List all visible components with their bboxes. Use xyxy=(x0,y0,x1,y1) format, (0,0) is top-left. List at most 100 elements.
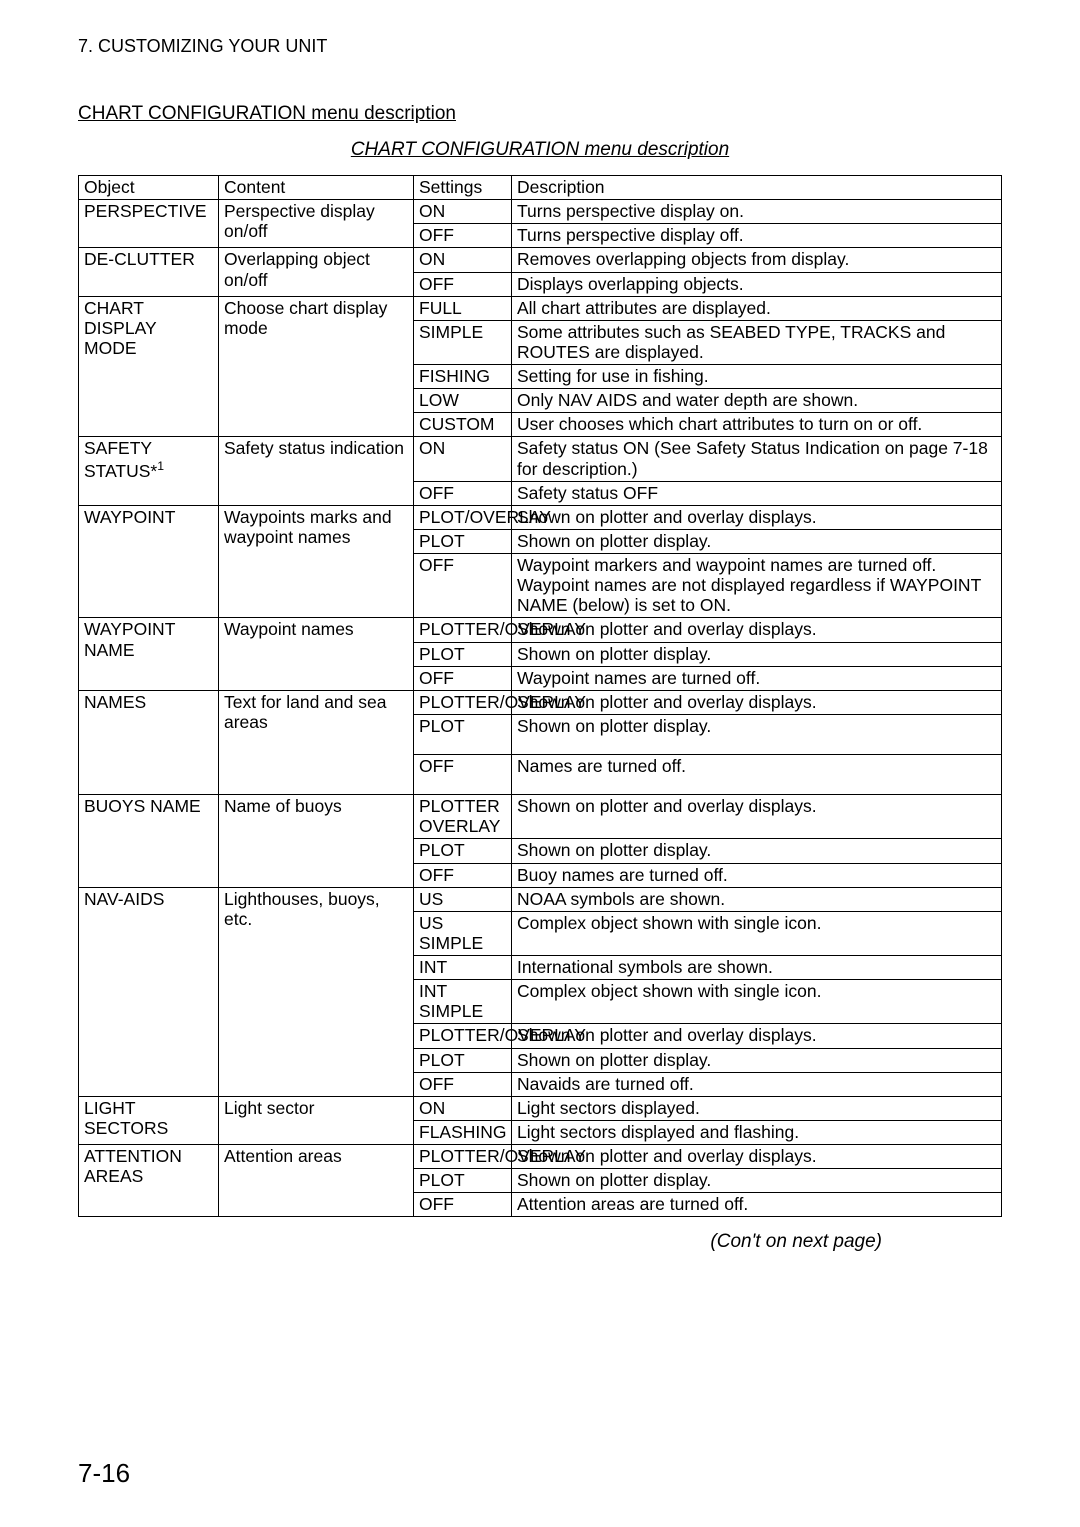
cell-description: Safety status ON (See Safety Status Indi… xyxy=(512,437,1002,481)
cell-setting: PLOT xyxy=(414,642,512,666)
chapter-title: 7. CUSTOMIZING YOUR UNIT xyxy=(78,36,1002,57)
cell-content: Waypoints marks and waypoint names xyxy=(219,505,414,618)
cell-setting: PLOT xyxy=(414,1169,512,1193)
cell-content: Waypoint names xyxy=(219,618,414,690)
cell-description: Names are turned off. xyxy=(512,755,1002,795)
cell-object: NAV-AIDS xyxy=(79,887,219,1096)
cell-setting: PLOT/OVERLAY xyxy=(414,505,512,529)
cell-content: Overlapping object on/off xyxy=(219,248,414,296)
cell-setting: CUSTOM xyxy=(414,413,512,437)
cell-description: Shown on plotter and overlay displays. xyxy=(512,1024,1002,1048)
cell-description: Light sectors displayed and flashing. xyxy=(512,1120,1002,1144)
cell-description: Buoy names are turned off. xyxy=(512,863,1002,887)
cell-description: Shown on plotter and overlay displays. xyxy=(512,618,1002,642)
cell-object: WAYPOINT NAME xyxy=(79,618,219,690)
table-row: CHART DISPLAY MODEChoose chart display m… xyxy=(79,296,1002,320)
header-content: Content xyxy=(219,176,414,200)
cell-description: Setting for use in fishing. xyxy=(512,365,1002,389)
cell-description: Waypoint names are turned off. xyxy=(512,666,1002,690)
cell-description: Only NAV AIDS and water depth are shown. xyxy=(512,389,1002,413)
cell-description: Shown on plotter and overlay displays. xyxy=(512,1145,1002,1169)
table-caption: CHART CONFIGURATION menu description xyxy=(78,139,1002,161)
config-table: ObjectContentSettingsDescriptionPERSPECT… xyxy=(78,175,1002,1217)
cell-content: Light sector xyxy=(219,1096,414,1144)
cell-description: Safety status OFF xyxy=(512,481,1002,505)
header-object: Object xyxy=(79,176,219,200)
cell-object: WAYPOINT xyxy=(79,505,219,618)
cell-setting: PLOT xyxy=(414,714,512,754)
table-row: DE-CLUTTEROverlapping object on/offONRem… xyxy=(79,248,1002,272)
page-number: 7-16 xyxy=(78,1458,130,1489)
cell-description: Waypoint markers and waypoint names are … xyxy=(512,554,1002,618)
cell-description: Attention areas are turned off. xyxy=(512,1193,1002,1217)
cell-setting: US SIMPLE xyxy=(414,911,512,955)
cell-setting: PLOTTER/OVERLAY xyxy=(414,690,512,714)
cell-content: Text for land and sea areas xyxy=(219,690,414,794)
cell-setting: PLOT xyxy=(414,1048,512,1072)
cell-setting: ON xyxy=(414,437,512,481)
table-row: BUOYS NAMEName of buoysPLOTTER OVERLAYSh… xyxy=(79,795,1002,839)
cell-description: Navaids are turned off. xyxy=(512,1072,1002,1096)
cell-setting: FULL xyxy=(414,296,512,320)
cell-description: User chooses which chart attributes to t… xyxy=(512,413,1002,437)
cell-object: NAMES xyxy=(79,690,219,794)
cell-setting: SIMPLE xyxy=(414,320,512,364)
cell-description: Complex object shown with single icon. xyxy=(512,980,1002,1024)
cell-object: CHART DISPLAY MODE xyxy=(79,296,219,437)
cell-description: Turns perspective display off. xyxy=(512,224,1002,248)
cell-description: NOAA symbols are shown. xyxy=(512,887,1002,911)
cell-description: Shown on plotter display. xyxy=(512,1169,1002,1193)
cell-description: Shown on plotter display. xyxy=(512,714,1002,754)
cell-setting: OFF xyxy=(414,481,512,505)
cell-setting: FISHING xyxy=(414,365,512,389)
cell-setting: PLOTTER/OVERLAY xyxy=(414,1024,512,1048)
cell-setting: OFF xyxy=(414,224,512,248)
cell-setting: FLASHING xyxy=(414,1120,512,1144)
cell-setting: PLOT xyxy=(414,529,512,553)
continuation-note: (Con't on next page) xyxy=(78,1231,1002,1253)
cell-setting: OFF xyxy=(414,863,512,887)
page: 7. CUSTOMIZING YOUR UNIT CHART CONFIGURA… xyxy=(0,0,1080,1527)
table-row: LIGHT SECTORSLight sectorONLight sectors… xyxy=(79,1096,1002,1120)
cell-description: Displays overlapping objects. xyxy=(512,272,1002,296)
cell-setting: OFF xyxy=(414,554,512,618)
cell-setting: OFF xyxy=(414,1072,512,1096)
cell-setting: ON xyxy=(414,248,512,272)
cell-description: Shown on plotter and overlay displays. xyxy=(512,690,1002,714)
cell-description: Shown on plotter display. xyxy=(512,1048,1002,1072)
table-row: WAYPOINT NAMEWaypoint namesPLOTTER/OVERL… xyxy=(79,618,1002,642)
cell-description: Shown on plotter display. xyxy=(512,642,1002,666)
cell-description: Turns perspective display on. xyxy=(512,200,1002,224)
header-settings: Settings xyxy=(414,176,512,200)
section-heading: CHART CONFIGURATION menu description xyxy=(78,103,1002,125)
cell-description: Shown on plotter and overlay displays. xyxy=(512,795,1002,839)
cell-setting: OFF xyxy=(414,272,512,296)
cell-object: PERSPECTIVE xyxy=(79,200,219,248)
table-row: NAV-AIDSLighthouses, buoys, etc.USNOAA s… xyxy=(79,887,1002,911)
cell-setting: PLOT xyxy=(414,839,512,863)
cell-content: Name of buoys xyxy=(219,795,414,888)
table-row: SAFETY STATUS*1Safety status indicationO… xyxy=(79,437,1002,481)
table-row: NAMESText for land and sea areasPLOTTER/… xyxy=(79,690,1002,714)
cell-setting: OFF xyxy=(414,755,512,795)
cell-setting: ON xyxy=(414,1096,512,1120)
table-row: WAYPOINTWaypoints marks and waypoint nam… xyxy=(79,505,1002,529)
cell-description: All chart attributes are displayed. xyxy=(512,296,1002,320)
cell-setting: PLOTTER/OVERLAY xyxy=(414,618,512,642)
table-header-row: ObjectContentSettingsDescription xyxy=(79,176,1002,200)
cell-description: Some attributes such as SEABED TYPE, TRA… xyxy=(512,320,1002,364)
cell-content: Choose chart display mode xyxy=(219,296,414,437)
cell-description: Shown on plotter and overlay displays. xyxy=(512,505,1002,529)
cell-description: Light sectors displayed. xyxy=(512,1096,1002,1120)
cell-setting: PLOTTER OVERLAY xyxy=(414,795,512,839)
cell-description: Removes overlapping objects from display… xyxy=(512,248,1002,272)
cell-object: LIGHT SECTORS xyxy=(79,1096,219,1144)
cell-description: Shown on plotter display. xyxy=(512,529,1002,553)
cell-object: ATTENTION AREAS xyxy=(79,1145,219,1217)
cell-setting: LOW xyxy=(414,389,512,413)
cell-setting: OFF xyxy=(414,1193,512,1217)
cell-description: International symbols are shown. xyxy=(512,956,1002,980)
header-description: Description xyxy=(512,176,1002,200)
cell-description: Complex object shown with single icon. xyxy=(512,911,1002,955)
cell-setting: OFF xyxy=(414,666,512,690)
